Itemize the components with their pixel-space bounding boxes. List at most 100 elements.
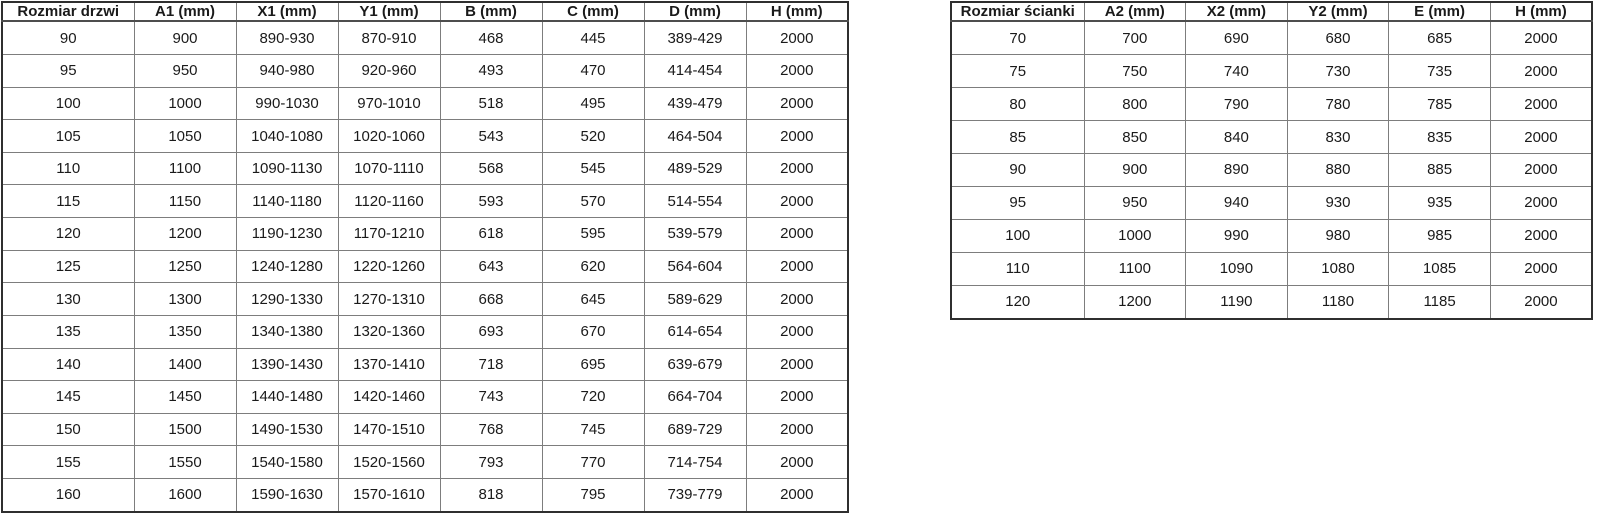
table-cell: 1550 — [133, 445, 237, 479]
table-cell: 900 — [133, 20, 237, 56]
table-cell: 1590-1630 — [235, 477, 339, 513]
table-cell: 980 — [1286, 218, 1390, 253]
table-cell: 780 — [1286, 87, 1390, 122]
table-cell: 840 — [1185, 120, 1288, 155]
table-cell: 1270-1310 — [337, 282, 441, 316]
table-cell: 990 — [1185, 218, 1288, 253]
table-cell: 120 — [950, 284, 1085, 320]
table-cell: 668 — [439, 282, 543, 316]
table-cell: 2000 — [1489, 218, 1593, 253]
table-cell: 830 — [1286, 120, 1390, 155]
table-cell: 750 — [1083, 54, 1187, 89]
table-cell: 885 — [1388, 153, 1491, 187]
table-cell: 1085 — [1388, 251, 1491, 286]
table-cell: 664-704 — [643, 380, 747, 414]
table-cell: 718 — [439, 347, 543, 382]
table-cell: 520 — [541, 119, 645, 153]
column-header: E (mm) — [1388, 1, 1491, 22]
table-row: 160 1600 1590-1630 1570-1610 818 795 739-779 20… — [1, 477, 849, 513]
table-cell: 1520-1560 — [337, 445, 441, 479]
table-cell: 680 — [1286, 20, 1390, 56]
column-header: Rozmiar drzwi — [1, 1, 135, 22]
table-cell: 739-779 — [643, 477, 747, 513]
table-cell: 1570-1610 — [337, 477, 441, 513]
table-cell: 1220-1260 — [337, 249, 441, 284]
table-cell: 135 — [1, 314, 135, 349]
column-header: Y1 (mm) — [337, 1, 441, 22]
table-cell: 1370-1410 — [337, 347, 441, 382]
table-cell: 514-554 — [643, 184, 747, 219]
table-cell: 120 — [1, 217, 135, 251]
table-row: 150 1500 1490-1530 1470-1510 768 745 689-729 20… — [1, 412, 849, 447]
column-header: A2 (mm) — [1083, 1, 1187, 22]
table-cell: 850 — [1083, 120, 1187, 155]
table-row: 140 1400 1390-1430 1370-1410 718 695 639-679 20… — [1, 347, 849, 382]
table-row: 120 1200 1190-1230 1170-1210 618 595 539-579 20… — [1, 217, 849, 251]
table-cell: 693 — [439, 314, 543, 349]
table-cell: 785 — [1388, 87, 1491, 122]
table-cell: 900 — [1083, 153, 1187, 187]
table-cell: 1000 — [1083, 218, 1187, 253]
table-cell: 140 — [1, 347, 135, 382]
table-cell: 1040-1080 — [235, 119, 339, 153]
table-cell: 940-980 — [235, 54, 339, 88]
wall-size-table-header-row: Rozmiar ścianki A2 (mm) X2 (mm) Y2 (mm) E (m… — [950, 1, 1593, 22]
table-cell: 700 — [1083, 20, 1187, 56]
table-cell: 543 — [439, 119, 543, 153]
table-cell: 464-504 — [643, 119, 747, 153]
table-cell: 2000 — [745, 119, 849, 153]
table-cell: 2000 — [1489, 20, 1593, 56]
table-cell: 768 — [439, 412, 543, 447]
table-cell: 489-529 — [643, 151, 747, 186]
table-cell: 735 — [1388, 54, 1491, 89]
table-cell: 2000 — [745, 20, 849, 56]
table-cell: 695 — [541, 347, 645, 382]
table-cell: 793 — [439, 445, 543, 479]
table-cell: 130 — [1, 282, 135, 316]
table-cell: 595 — [541, 217, 645, 251]
table-cell: 1200 — [133, 217, 237, 251]
table-cell: 1420-1460 — [337, 380, 441, 414]
table-row: 110 1100 1090 1080 1085 2000 — [950, 251, 1593, 286]
table-cell: 1320-1360 — [337, 314, 441, 349]
table-cell: 2000 — [745, 347, 849, 382]
table-row: 95 950 940 930 935 2000 — [950, 185, 1593, 220]
table-cell: 1350 — [133, 314, 237, 349]
table-cell: 990-1030 — [235, 86, 339, 121]
table-cell: 950 — [133, 54, 237, 88]
table-cell: 690 — [1185, 20, 1288, 56]
table-row: 80 800 790 780 785 2000 — [950, 87, 1593, 122]
table-cell: 570 — [541, 184, 645, 219]
table-cell: 389-429 — [643, 20, 747, 56]
table-cell: 439-479 — [643, 86, 747, 121]
table-row: 110 1100 1090-1130 1070-1110 568 545 489-529 20… — [1, 151, 849, 186]
table-cell: 790 — [1185, 87, 1288, 122]
door-size-table: Rozmiar drzwi A1 (mm) X1 (mm) Y1 (mm) B (mm)… — [1, 1, 849, 513]
table-cell: 568 — [439, 151, 543, 186]
table-cell: 2000 — [745, 314, 849, 349]
table-cell: 1390-1430 — [235, 347, 339, 382]
table-cell: 670 — [541, 314, 645, 349]
column-header: Rozmiar ścianki — [950, 1, 1085, 22]
table-cell: 75 — [950, 54, 1085, 89]
table-cell: 1150 — [133, 184, 237, 219]
table-cell: 593 — [439, 184, 543, 219]
table-cell: 495 — [541, 86, 645, 121]
table-cell: 125 — [1, 249, 135, 284]
table-cell: 770 — [541, 445, 645, 479]
table-cell: 1190 — [1185, 284, 1288, 320]
table-cell: 2000 — [745, 184, 849, 219]
column-header: H (mm) — [745, 1, 849, 22]
table-cell: 115 — [1, 184, 135, 219]
table-cell: 618 — [439, 217, 543, 251]
table-cell: 935 — [1388, 185, 1491, 220]
table-row: 105 1050 1040-1080 1020-1060 543 520 464-504 20… — [1, 119, 849, 153]
table-cell: 1400 — [133, 347, 237, 382]
table-cell: 2000 — [745, 249, 849, 284]
table-cell: 2000 — [1489, 251, 1593, 286]
table-cell: 545 — [541, 151, 645, 186]
table-cell: 539-579 — [643, 217, 747, 251]
table-cell: 110 — [1, 151, 135, 186]
table-cell: 518 — [439, 86, 543, 121]
wall-size-table: Rozmiar ścianki A2 (mm) X2 (mm) Y2 (mm) E (m… — [950, 1, 1593, 320]
